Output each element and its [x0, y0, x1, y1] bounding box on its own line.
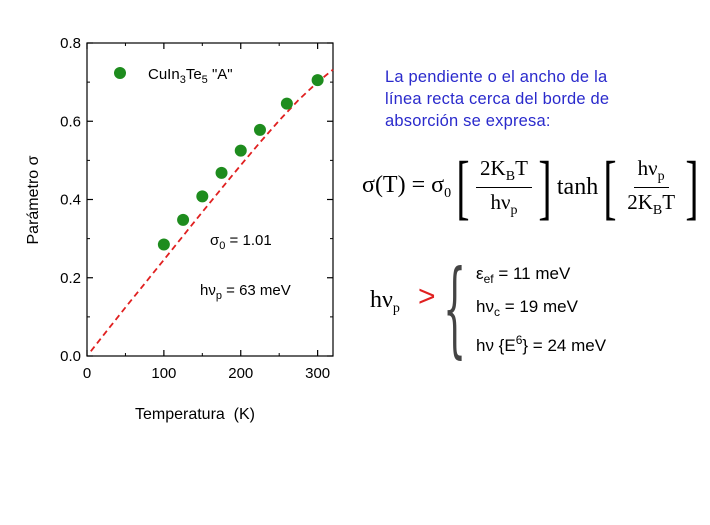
- phonon-c: hνc = 19 meV: [476, 297, 578, 319]
- sigma-formula: σ(T) = σ0 [ 2KBT hνp ] tanh [ hνp 2KBT ]: [362, 147, 704, 227]
- y-tick-label: 0.0: [60, 348, 81, 365]
- data-point: [280, 97, 293, 110]
- right-bracket-2: ]: [685, 147, 699, 227]
- phonon-ef: εef = 11 meV: [476, 264, 571, 286]
- x-axis-title: Temperatura (K): [135, 406, 255, 423]
- data-points: [157, 74, 324, 251]
- y-tick-label: 0.4: [60, 192, 81, 209]
- x-tick-label: 200: [228, 365, 253, 382]
- legend-marker: [114, 67, 126, 79]
- left-bracket: [: [456, 147, 470, 227]
- y-axis-title: Parámetro σ: [25, 155, 42, 244]
- formula-lhs: σ(T) = σ0: [362, 172, 452, 201]
- y-tick-label: 0.2: [60, 270, 81, 287]
- phonon-e6: hν {E6} = 24 meV: [476, 333, 607, 355]
- y-tick-label: 0.8: [60, 35, 81, 52]
- data-point: [157, 238, 170, 251]
- fit-curve: [90, 68, 334, 352]
- fraction-2: hνp 2KBT: [623, 156, 679, 219]
- description-line-2: línea recta cerca del borde de: [385, 90, 610, 108]
- left-bracket-2: [: [603, 147, 617, 227]
- legend: CuIn3Te5 "A": [114, 66, 233, 86]
- hvp-annotation: hνp = 63 meV: [200, 282, 291, 302]
- left-brace: {: [443, 247, 467, 369]
- sigma0-annotation: σ0 = 1.01: [210, 232, 272, 252]
- right-bracket: ]: [538, 147, 552, 227]
- tanh-function: tanh: [556, 173, 599, 200]
- data-point: [196, 190, 209, 203]
- description-text: La pendiente o el ancho de la línea rect…: [385, 66, 685, 132]
- fraction-1-denominator: hνp: [490, 189, 518, 218]
- data-point: [215, 166, 228, 179]
- x-tick-label: 300: [305, 365, 330, 382]
- axis-ticks: 0 100 200 300 0.0 0.2 0.4 0.6 0.8: [60, 35, 333, 382]
- x-tick-label: 0: [83, 365, 91, 382]
- data-point: [311, 74, 324, 87]
- phonon-energy-list: εef = 11 meV hνc = 19 meV hν {E6} = 24 m…: [476, 260, 606, 359]
- data-point: [177, 213, 190, 226]
- greater-than-sign: >: [418, 280, 436, 313]
- hvp-label: hνp: [370, 287, 400, 316]
- fraction-2-denominator: 2KBT: [627, 189, 676, 218]
- data-point: [253, 123, 266, 136]
- legend-label: CuIn3Te5 "A": [148, 66, 233, 86]
- fraction-1: 2KBT hνp: [476, 156, 532, 219]
- description-line-3: absorción se expresa:: [385, 112, 551, 130]
- y-tick-label: 0.6: [60, 113, 81, 130]
- description-line-1: La pendiente o el ancho de la: [385, 68, 608, 86]
- data-point: [234, 144, 247, 157]
- fit-line: [90, 68, 334, 352]
- fraction-1-numerator: 2KBT: [476, 156, 532, 188]
- x-tick-label: 100: [151, 365, 176, 382]
- fraction-2-numerator: hνp: [633, 156, 669, 188]
